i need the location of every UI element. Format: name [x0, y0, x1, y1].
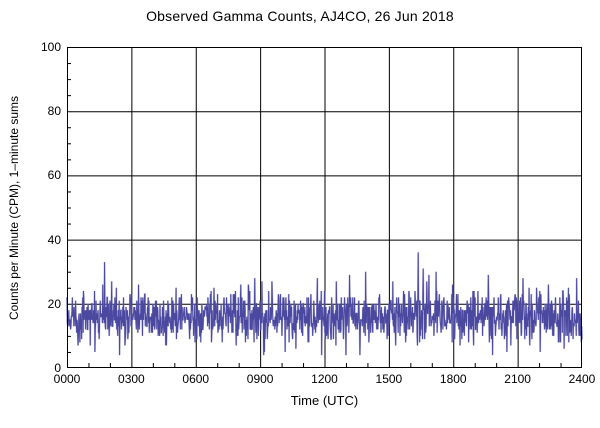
x-axis-label: Time (UTC): [290, 393, 359, 408]
data-trace: [66, 252, 583, 356]
x-tick-label: 0600: [182, 372, 210, 386]
x-tick-label: 1500: [375, 372, 403, 386]
x-tick-label: 0000: [53, 372, 81, 386]
x-tick-label: 1800: [439, 372, 467, 386]
x-tick-label: 0300: [118, 372, 145, 386]
y-tick-label: 80: [47, 104, 61, 119]
y-tick-label: 40: [47, 232, 61, 247]
y-tick-label: 20: [47, 296, 61, 311]
y-tick-label: 60: [47, 168, 61, 183]
y-tick-label: 100: [40, 40, 61, 54]
plot-frame: [67, 47, 582, 368]
x-tick-label: 2400: [568, 372, 596, 386]
x-tick-label: 1200: [311, 372, 338, 386]
chart-title: Observed Gamma Counts, AJ4CO, 26 Jun 201…: [146, 8, 454, 24]
x-tick-label: 2100: [504, 372, 531, 386]
x-tick-label: 0900: [246, 372, 274, 386]
y-tick-label: 0: [54, 361, 61, 375]
